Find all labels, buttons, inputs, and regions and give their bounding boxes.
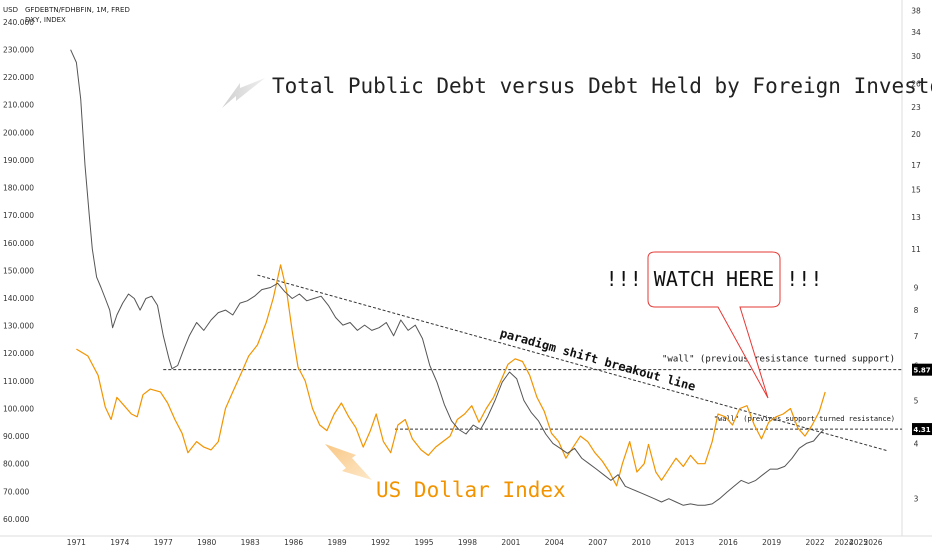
x-tick-label: 1992: [371, 538, 390, 547]
right-tick-label: 8: [914, 306, 919, 315]
left-tick-label: 160.000: [3, 239, 34, 248]
right-tick-label: 17: [911, 161, 921, 170]
x-tick-label: 2019: [762, 538, 781, 547]
right-tick-label: 4: [914, 439, 919, 448]
symbol-label: GFDEBTN/FDHBFIN, 1M, FRED: [25, 6, 130, 14]
currency-label: USD: [3, 6, 18, 14]
grey-pointer-arrow: [222, 78, 265, 108]
level-badge-label: 4.31: [913, 426, 930, 434]
level-badges: 5.87 4.31: [912, 363, 932, 436]
left-tick-label: 70.000: [3, 487, 29, 496]
watch-label: !!! WATCH HERE !!!: [606, 267, 823, 291]
right-tick-label: 5: [914, 397, 919, 406]
debt-ratio-series-line: [70, 49, 825, 506]
x-tick-label: 1995: [414, 538, 433, 547]
right-tick-label: 38: [911, 7, 921, 16]
right-tick-label: 26: [911, 79, 921, 88]
left-tick-label: 150.000: [3, 266, 34, 275]
right-tick-label: 9: [914, 283, 919, 292]
left-tick-label: 60.000: [3, 515, 29, 524]
left-axis: 60.000 70.000 80.000 90.000 100.000 110.000 12…: [3, 18, 34, 524]
dxy-series-line: [76, 264, 826, 487]
left-tick-label: 210.000: [3, 101, 34, 110]
level-badge: [912, 363, 932, 376]
right-tick-label: 7: [914, 332, 919, 341]
x-tick-label: 2004: [545, 538, 564, 547]
x-tick-label: 2025: [849, 538, 868, 547]
x-tick-label: 2007: [588, 538, 607, 547]
right-tick-label: 30: [911, 52, 921, 61]
level-badge: [912, 423, 932, 436]
right-tick-label: 15: [911, 185, 921, 194]
left-tick-label: 120.000: [3, 349, 34, 358]
x-tick-label: 1977: [154, 538, 173, 547]
left-tick-label: 130.000: [3, 322, 34, 331]
left-tick-label: 170.000: [3, 211, 34, 220]
watch-callout: [647, 251, 781, 399]
left-tick-label: 190.000: [3, 156, 34, 165]
x-tick-label: 2013: [675, 538, 694, 547]
series-group: [70, 49, 826, 506]
left-tick-label: 90.000: [3, 432, 29, 441]
x-tick-label: 1986: [284, 538, 303, 547]
x-tick-label: 2016: [719, 538, 738, 547]
right-tick-label: 23: [911, 103, 921, 112]
left-tick-label: 100.000: [3, 404, 34, 413]
x-tick-label: 1983: [241, 538, 260, 547]
x-tick-label: 1980: [197, 538, 216, 547]
left-tick-label: 200.000: [3, 128, 34, 137]
left-tick-label: 110.000: [3, 377, 34, 386]
left-tick-label: 230.000: [3, 45, 34, 54]
right-tick-label: 20: [911, 130, 921, 139]
x-tick-label: 2001: [501, 538, 520, 547]
x-tick-label: 1974: [110, 538, 129, 547]
x-axis: 1971 1974 1977 1980 1983 1986 1989 1992 1995 1998…: [67, 538, 883, 547]
left-tick-label: 180.000: [3, 184, 34, 193]
x-tick-label: 1971: [67, 538, 86, 547]
chart-title: Total Public Debt versus Debt Held by Fo…: [272, 74, 932, 98]
dxy-series-label: US Dollar Index: [376, 478, 566, 502]
level-badge-label: 5.87: [913, 367, 930, 375]
level-caption: "wall" (previous support turned resistan…: [714, 415, 895, 423]
x-tick-label: 1989: [328, 538, 347, 547]
right-tick-label: 11: [911, 245, 921, 254]
x-tick-label: 2026: [863, 538, 882, 547]
x-tick-label: 2022: [806, 538, 825, 547]
trendline-line: [257, 274, 888, 452]
level-caption: "wall" (previous resistance turned suppo…: [662, 355, 895, 365]
right-tick-label: 34: [911, 28, 921, 37]
right-tick-label: 13: [911, 213, 921, 222]
right-axis: 345678911131517202326303438: [911, 7, 921, 504]
level-lines: "wall" (previous resistance turned suppo…: [163, 355, 902, 430]
left-tick-label: 220.000: [3, 73, 34, 82]
left-tick-label: 140.000: [3, 294, 34, 303]
subsymbol-label: DXY, INDEX: [25, 16, 66, 24]
x-tick-label: 1998: [458, 538, 477, 547]
x-tick-label: 2024: [835, 538, 854, 547]
right-tick-label: 3: [914, 495, 919, 504]
x-tick-label: 2010: [632, 538, 651, 547]
left-tick-label: 80.000: [3, 460, 29, 469]
orange-pointer-arrow: [325, 444, 372, 480]
left-tick-label: 240.000: [3, 18, 34, 27]
